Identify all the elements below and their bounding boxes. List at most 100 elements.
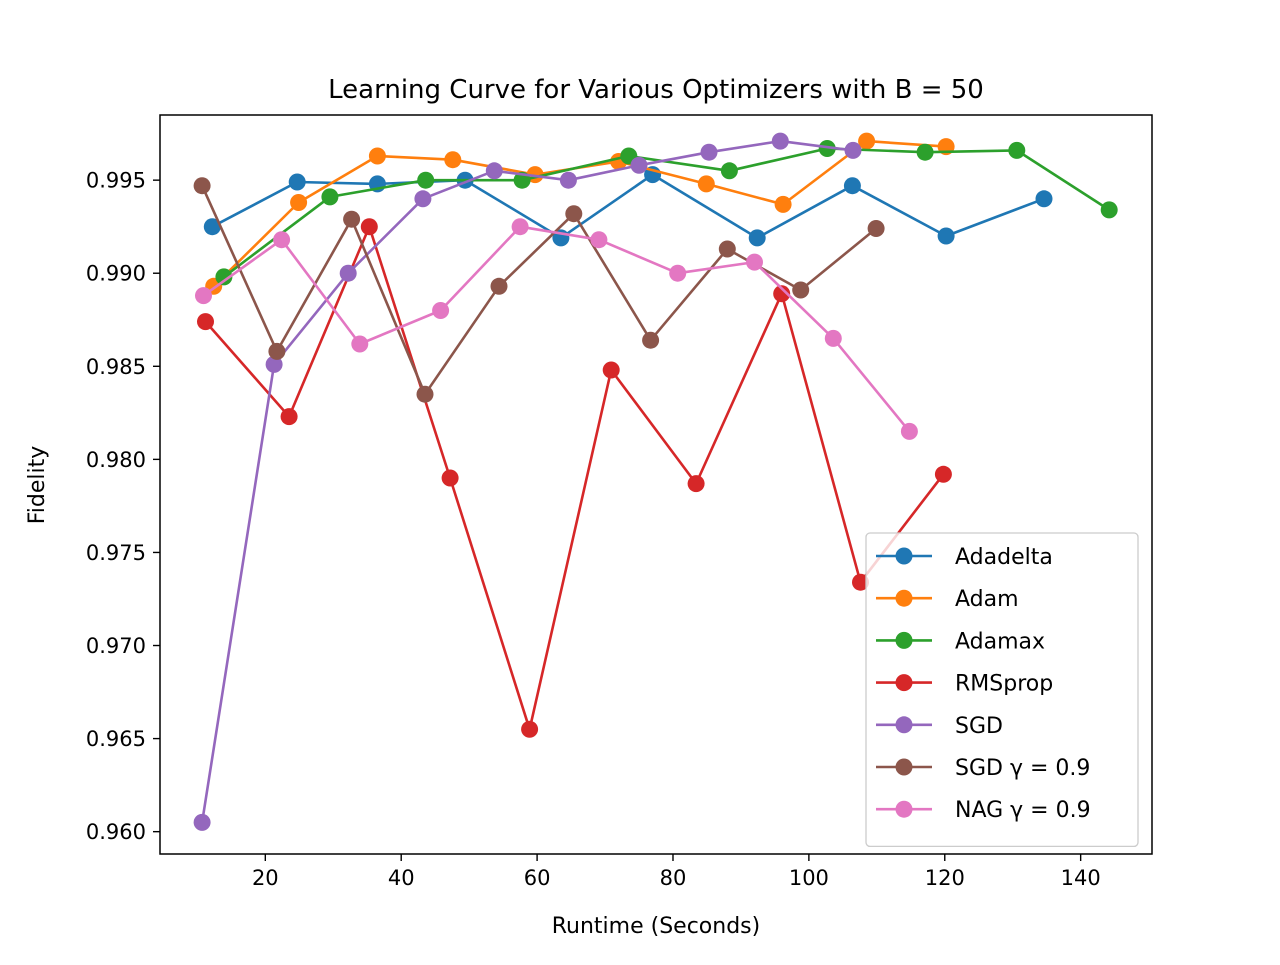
- data-point: [748, 229, 766, 247]
- x-axis-label: Runtime (Seconds): [552, 914, 760, 939]
- series-line: [204, 225, 945, 731]
- x-tick-label: 40: [388, 866, 415, 890]
- data-point: [746, 253, 763, 271]
- data-point: [852, 573, 869, 591]
- data-point: [774, 195, 792, 213]
- data-point: [700, 143, 718, 161]
- data-point: [1008, 141, 1026, 159]
- data-point: [268, 342, 286, 360]
- data-point: [195, 287, 212, 305]
- data-point: [197, 313, 214, 331]
- data-point: [416, 385, 434, 403]
- data-point: [934, 465, 952, 483]
- data-point: [490, 277, 508, 295]
- x-tick-label: 20: [252, 866, 279, 890]
- series-line: [200, 139, 854, 823]
- data-point: [1035, 190, 1053, 208]
- data-point: [193, 813, 211, 831]
- legend-swatch-marker: [895, 800, 913, 818]
- data-point: [441, 469, 459, 487]
- chart-title: Learning Curve for Various Optimizers wi…: [328, 75, 984, 105]
- series-6: [195, 218, 918, 440]
- x-tick-label: 80: [660, 866, 687, 890]
- y-tick-label: 0.985: [86, 355, 146, 379]
- series-line: [211, 173, 1045, 240]
- data-point: [771, 132, 789, 150]
- data-point: [630, 156, 648, 174]
- legend-swatch-marker: [895, 674, 913, 692]
- data-point: [417, 171, 435, 189]
- plot-area: [193, 132, 1118, 831]
- data-point: [339, 264, 357, 282]
- data-point: [687, 475, 705, 493]
- data-point: [843, 177, 861, 195]
- legend-label: Adam: [955, 587, 1019, 612]
- data-point: [642, 331, 660, 349]
- y-tick-label: 0.995: [86, 169, 146, 193]
- data-point: [858, 132, 876, 150]
- data-point: [288, 173, 306, 191]
- legend-swatch-marker: [895, 758, 913, 776]
- data-point: [485, 162, 503, 180]
- legend-swatch-marker: [895, 589, 913, 607]
- data-point: [844, 141, 862, 159]
- data-point: [193, 177, 211, 195]
- data-point: [792, 281, 810, 299]
- data-point: [280, 408, 298, 426]
- legend-label: RMSprop: [955, 672, 1053, 697]
- y-tick-label: 0.970: [86, 634, 146, 658]
- legend-label: NAG γ = 0.9: [955, 798, 1091, 823]
- x-tick-label: 60: [524, 866, 551, 890]
- legend-swatch-marker: [895, 631, 913, 649]
- y-tick-label: 0.965: [86, 727, 146, 751]
- data-point: [718, 240, 736, 258]
- data-point: [521, 720, 539, 738]
- legend-entry: Adam: [876, 587, 1019, 612]
- data-point: [432, 302, 450, 319]
- data-point: [215, 268, 233, 286]
- legend-entry: Adadelta: [876, 545, 1053, 570]
- data-point: [867, 220, 885, 237]
- legend-box: [865, 532, 1139, 848]
- legend-label: Adadelta: [955, 545, 1053, 570]
- x-tick-label: 140: [1061, 866, 1101, 890]
- data-point: [937, 227, 955, 245]
- legend-entry: NAG γ = 0.9: [876, 798, 1091, 823]
- legend-swatch-marker: [895, 547, 913, 565]
- y-tick-label: 0.975: [86, 541, 146, 565]
- y-tick-label: 0.990: [86, 262, 146, 286]
- plot-frame: [159, 114, 1153, 855]
- data-point: [773, 285, 791, 303]
- data-point: [444, 151, 462, 169]
- data-point: [590, 231, 608, 249]
- data-point: [697, 175, 715, 193]
- x-tick-label: 120: [925, 866, 965, 890]
- legend-entry: Adamax: [876, 629, 1045, 654]
- data-point: [290, 194, 308, 211]
- data-point: [321, 188, 339, 206]
- series-line: [202, 225, 911, 433]
- series-3: [197, 218, 952, 738]
- data-point: [343, 210, 361, 228]
- data-point: [565, 205, 583, 223]
- axis-ticks: 20 40 60 80 100 120 140 0.960 0.965 0.970 0.975 0.9…: [86, 169, 1101, 890]
- y-tick-label: 0.960: [86, 820, 146, 844]
- data-point: [351, 335, 369, 353]
- data-point: [916, 143, 934, 161]
- data-point: [368, 147, 386, 165]
- data-point: [900, 422, 918, 440]
- data-point: [1100, 201, 1118, 219]
- series-4: [193, 132, 862, 831]
- y-tick-label: 0.980: [86, 448, 146, 472]
- data-point: [818, 140, 836, 157]
- legend-entry: RMSprop: [876, 672, 1053, 697]
- data-point: [265, 355, 283, 373]
- legend-label: Adamax: [955, 629, 1045, 654]
- legend-entry: SGD γ = 0.9: [876, 756, 1090, 781]
- series-line: [223, 147, 1110, 278]
- y-axis-label: Fidelity: [25, 446, 50, 525]
- data-point: [669, 264, 687, 282]
- data-point: [511, 218, 529, 236]
- data-point: [559, 171, 577, 189]
